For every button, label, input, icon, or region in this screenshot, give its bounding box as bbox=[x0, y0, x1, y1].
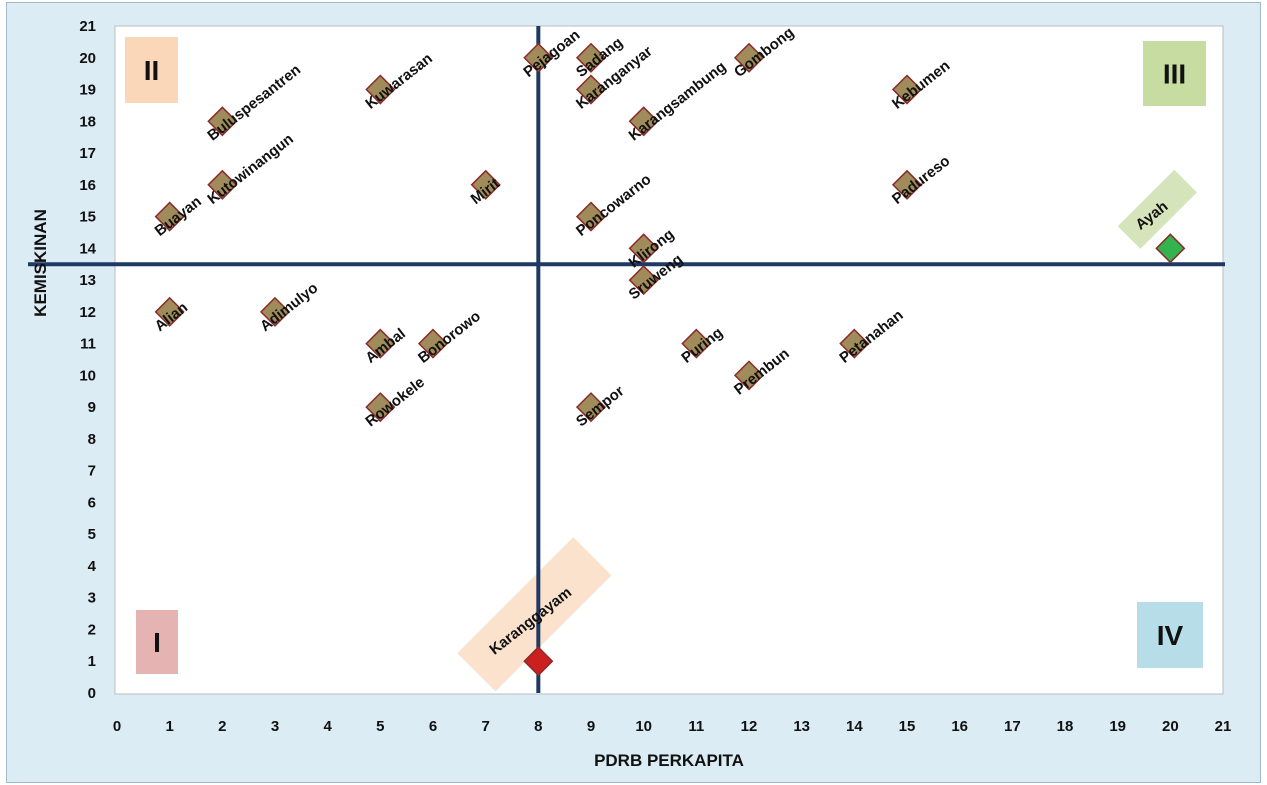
x-tick-label: 1 bbox=[165, 718, 173, 735]
plot-area bbox=[114, 25, 1224, 695]
point-karanganyar bbox=[575, 74, 607, 105]
point-prembun bbox=[733, 360, 765, 391]
x-axis-title: PDRB PERKAPITA bbox=[594, 751, 744, 770]
y-tick-label: 2 bbox=[88, 621, 96, 638]
highlight-box-fill bbox=[1117, 169, 1197, 249]
quadrant-badge-top-left bbox=[125, 37, 178, 103]
y-tick-label: 3 bbox=[88, 590, 96, 607]
x-tick-label: 4 bbox=[323, 718, 332, 735]
x-tick-label: 7 bbox=[481, 718, 489, 735]
point-adimulyo bbox=[259, 296, 291, 327]
x-tick-label: 2 bbox=[218, 718, 226, 735]
quadrant-badge-bottom-right bbox=[1137, 602, 1203, 668]
x-tick-label: 0 bbox=[113, 718, 121, 735]
x-tick-label: 8 bbox=[534, 718, 542, 735]
y-tick-label: 8 bbox=[88, 431, 96, 448]
highlight-label-boxes bbox=[457, 169, 1197, 692]
quadrant-label-iii: III bbox=[1163, 59, 1186, 90]
x-tick-label: 6 bbox=[429, 718, 437, 735]
x-tick-label: 11 bbox=[688, 718, 704, 735]
quadrant-label-iv: IV bbox=[1157, 620, 1184, 651]
y-axis-title: KEMISKINAN bbox=[31, 209, 50, 317]
x-tick-label: 13 bbox=[793, 718, 810, 735]
point-puring bbox=[681, 328, 712, 359]
point-karangsambung bbox=[628, 106, 659, 137]
x-tick-label: 15 bbox=[899, 718, 916, 735]
y-tick-label: 17 bbox=[79, 145, 96, 162]
point-karanggayam bbox=[523, 646, 554, 677]
point-buayan bbox=[154, 201, 185, 232]
y-tick-label: 6 bbox=[88, 494, 96, 511]
y-tick-label: 15 bbox=[79, 209, 96, 226]
point-sempor bbox=[575, 392, 607, 423]
point-rowokele bbox=[365, 392, 396, 423]
point-buluspesantren bbox=[207, 106, 238, 137]
x-tick-label: 10 bbox=[635, 718, 652, 735]
point-alian bbox=[154, 296, 185, 327]
x-tick-label: 3 bbox=[271, 718, 279, 735]
point-sadang bbox=[575, 42, 607, 73]
x-tick-label: 12 bbox=[741, 718, 758, 735]
y-tick-label: 12 bbox=[79, 304, 96, 321]
x-tick-label: 17 bbox=[1004, 718, 1021, 735]
y-tick-label: 5 bbox=[88, 526, 96, 543]
data-points bbox=[154, 42, 1186, 677]
point-padureso bbox=[891, 169, 923, 200]
y-tick-label: 18 bbox=[79, 113, 96, 130]
quadrant-badge-bottom-left bbox=[136, 610, 178, 674]
point-kuwarasan bbox=[365, 74, 396, 105]
point-mirit bbox=[470, 169, 501, 200]
y-tick-label: 7 bbox=[88, 463, 96, 480]
y-tick-label: 19 bbox=[79, 82, 96, 99]
x-axis-ticks: 0 1 2 3 4 5 6 7 8 9 10 11 12 13 14 15 16 17 18 19 20 21 bbox=[113, 718, 1232, 735]
y-tick-label: 4 bbox=[88, 558, 97, 575]
highlight-box-fill bbox=[457, 537, 612, 692]
y-tick-label: 0 bbox=[88, 685, 96, 702]
y-tick-label: 13 bbox=[79, 272, 96, 289]
x-tick-label: 14 bbox=[846, 718, 863, 735]
point-kebumen bbox=[891, 74, 923, 105]
highlight-box-ayah bbox=[1117, 169, 1197, 249]
y-tick-label: 11 bbox=[80, 336, 96, 353]
y-tick-label: 10 bbox=[79, 367, 96, 384]
y-tick-label: 1 bbox=[88, 653, 96, 670]
quadrant-label-i: I bbox=[153, 627, 161, 658]
x-tick-label: 9 bbox=[587, 718, 595, 735]
x-tick-label: 19 bbox=[1109, 718, 1126, 735]
highlight-box-karanggayam bbox=[457, 537, 612, 692]
y-tick-label: 9 bbox=[88, 399, 96, 416]
point-ambal bbox=[365, 328, 396, 359]
point-bonorowo bbox=[417, 328, 449, 359]
x-tick-label: 5 bbox=[376, 718, 384, 735]
point-klirong bbox=[628, 233, 659, 264]
point-petanahan bbox=[839, 328, 870, 359]
point-gombong bbox=[733, 42, 765, 73]
x-tick-label: 21 bbox=[1215, 718, 1232, 735]
point-ayah bbox=[1155, 233, 1186, 264]
x-tick-label: 20 bbox=[1162, 718, 1179, 735]
point-pejagoan bbox=[523, 42, 554, 73]
point-kutowinangun bbox=[207, 169, 238, 200]
point-sruweng bbox=[628, 265, 659, 296]
quadrant-badge-top-right bbox=[1143, 41, 1206, 106]
point-poncowarno bbox=[575, 201, 607, 232]
y-tick-label: 14 bbox=[79, 240, 96, 257]
divider-lines bbox=[28, 26, 1225, 693]
y-tick-label: 21 bbox=[79, 18, 96, 35]
x-tick-label: 16 bbox=[951, 718, 968, 735]
y-tick-label: 20 bbox=[79, 50, 96, 67]
x-tick-label: 18 bbox=[1057, 718, 1074, 735]
quadrant-label-ii: II bbox=[144, 55, 160, 86]
y-tick-label: 16 bbox=[79, 177, 96, 194]
